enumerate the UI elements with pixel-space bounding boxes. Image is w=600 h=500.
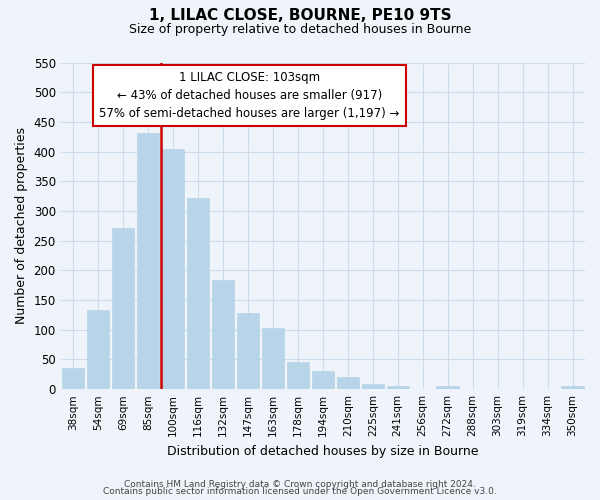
Bar — [187, 198, 209, 389]
Bar — [311, 372, 334, 389]
Bar — [62, 368, 85, 389]
Bar — [262, 328, 284, 389]
Text: Contains HM Land Registry data © Crown copyright and database right 2024.: Contains HM Land Registry data © Crown c… — [124, 480, 476, 489]
Bar — [412, 388, 434, 389]
Text: 1 LILAC CLOSE: 103sqm
← 43% of detached houses are smaller (917)
57% of semi-det: 1 LILAC CLOSE: 103sqm ← 43% of detached … — [99, 70, 400, 120]
Text: Contains public sector information licensed under the Open Government Licence v3: Contains public sector information licen… — [103, 488, 497, 496]
Bar — [236, 313, 259, 389]
X-axis label: Distribution of detached houses by size in Bourne: Distribution of detached houses by size … — [167, 444, 479, 458]
Text: 1, LILAC CLOSE, BOURNE, PE10 9TS: 1, LILAC CLOSE, BOURNE, PE10 9TS — [149, 8, 451, 22]
Bar — [561, 386, 584, 389]
Bar — [137, 132, 159, 389]
Bar — [287, 362, 309, 389]
Text: Size of property relative to detached houses in Bourne: Size of property relative to detached ho… — [129, 22, 471, 36]
Bar — [436, 386, 459, 389]
Y-axis label: Number of detached properties: Number of detached properties — [15, 128, 28, 324]
Bar — [362, 384, 384, 389]
Bar — [212, 280, 234, 389]
Bar — [87, 310, 109, 389]
Bar — [511, 388, 534, 389]
Bar — [162, 148, 184, 389]
Bar — [536, 388, 559, 389]
Bar — [337, 378, 359, 389]
Bar — [461, 388, 484, 389]
Bar — [386, 386, 409, 389]
Bar — [112, 228, 134, 389]
Bar — [487, 388, 509, 389]
